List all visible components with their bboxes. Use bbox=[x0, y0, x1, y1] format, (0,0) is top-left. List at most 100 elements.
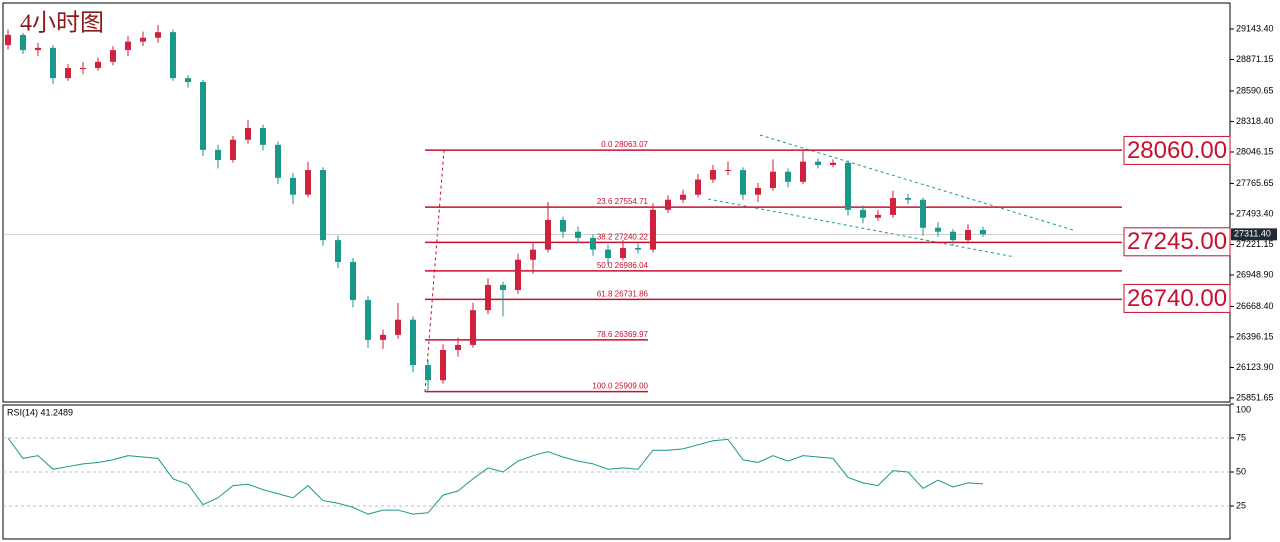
candle-body bbox=[140, 37, 146, 42]
last-price-label: 27311.40 bbox=[1234, 229, 1271, 239]
candle-body bbox=[320, 170, 326, 241]
candle-body bbox=[470, 310, 476, 345]
y-tick-label: 29143.40 bbox=[1236, 23, 1274, 33]
fib-label: 38.2 27240.22 bbox=[597, 232, 649, 241]
rsi-title: RSI(14) 41.2489 bbox=[7, 407, 73, 417]
candle-body bbox=[80, 68, 86, 70]
candle-body bbox=[455, 344, 461, 350]
price-box bbox=[1123, 135, 1231, 165]
candle-body bbox=[305, 170, 311, 195]
candle-body bbox=[275, 144, 281, 178]
candle-body bbox=[860, 209, 866, 218]
candle-body bbox=[410, 319, 416, 366]
y-tick-label: 28590.65 bbox=[1236, 85, 1274, 95]
candle-body bbox=[695, 179, 701, 195]
candle-body bbox=[545, 219, 551, 250]
candle-body bbox=[725, 170, 731, 172]
y-tick-label: 75 bbox=[1236, 432, 1246, 442]
candle-body bbox=[890, 198, 896, 215]
candle-body bbox=[830, 162, 836, 165]
candle-body bbox=[515, 259, 521, 291]
rsi-line bbox=[7, 437, 984, 515]
candle-body bbox=[875, 214, 881, 218]
y-tick-label: 27221.15 bbox=[1236, 239, 1274, 249]
fib-label: 23.6 27554.71 bbox=[597, 197, 649, 206]
y-tick-label: 26668.40 bbox=[1236, 301, 1274, 311]
price-box bbox=[1123, 227, 1231, 257]
y-tick-label: 100 bbox=[1236, 404, 1251, 414]
y-tick-label: 50 bbox=[1236, 466, 1246, 476]
last-price-box bbox=[1231, 228, 1277, 241]
candle-body bbox=[755, 187, 761, 195]
candle-body bbox=[290, 177, 296, 195]
fib-label: 78.6 26369.97 bbox=[597, 330, 649, 339]
candle-body bbox=[740, 170, 746, 195]
candle-body bbox=[710, 170, 716, 180]
candle-body bbox=[350, 261, 356, 301]
candle-body bbox=[230, 139, 236, 160]
trend-line bbox=[707, 198, 1016, 258]
y-tick-label: 25851.65 bbox=[1236, 392, 1274, 402]
candle-body bbox=[650, 209, 656, 250]
candle-body bbox=[155, 32, 161, 38]
candle-body bbox=[95, 61, 101, 69]
candle-body bbox=[170, 32, 176, 79]
fib-label: 50.0 26986.04 bbox=[597, 261, 649, 270]
candle-body bbox=[620, 247, 626, 259]
fib-label: 100.0 25909.00 bbox=[592, 382, 648, 391]
candle-body bbox=[605, 249, 611, 259]
candle-body bbox=[425, 365, 431, 381]
price-box bbox=[1123, 283, 1231, 313]
marks: 29143.40 28871.15 28590.65 28318.40 28046.15… bbox=[3, 23, 1277, 515]
candle-body bbox=[65, 68, 71, 79]
candle-body bbox=[215, 149, 221, 160]
y-tick-label: 25 bbox=[1236, 500, 1246, 510]
price-box-label: 27245.00 bbox=[1127, 228, 1227, 255]
candle-body bbox=[440, 349, 446, 381]
candle-body bbox=[485, 284, 491, 311]
candle-body bbox=[500, 284, 506, 291]
candle-body bbox=[950, 231, 956, 241]
candle-body bbox=[260, 128, 266, 145]
price-box-label: 26740.00 bbox=[1127, 285, 1227, 312]
candle-body bbox=[815, 161, 821, 165]
candle-body bbox=[5, 34, 11, 46]
candle-body bbox=[50, 47, 56, 79]
y-tick-label: 26123.90 bbox=[1236, 362, 1274, 372]
candle-body bbox=[845, 162, 851, 210]
main-frame bbox=[2, 2, 1231, 403]
y-tick-label: 28318.40 bbox=[1236, 116, 1274, 126]
y-tick-label: 26948.90 bbox=[1236, 269, 1274, 279]
candle-body bbox=[920, 199, 926, 228]
trend-line bbox=[759, 134, 1074, 231]
candle-body bbox=[125, 41, 131, 51]
fib-label: 0.0 28063.07 bbox=[601, 140, 648, 149]
fib-label: 61.8 26731.86 bbox=[597, 289, 649, 298]
candle-body bbox=[560, 219, 566, 232]
y-tick-label: 28871.15 bbox=[1236, 54, 1274, 64]
candle-body bbox=[965, 230, 971, 241]
candle-body bbox=[380, 334, 386, 340]
candle-body bbox=[665, 199, 671, 210]
candle-body bbox=[800, 161, 806, 182]
candle-body bbox=[185, 78, 191, 83]
candle-body bbox=[635, 247, 641, 250]
candle-body bbox=[20, 34, 26, 51]
candle-body bbox=[335, 240, 341, 262]
y-tick-label: 28046.15 bbox=[1236, 146, 1274, 156]
candle-body bbox=[35, 47, 41, 51]
price-box-label: 28060.00 bbox=[1127, 137, 1227, 164]
y-tick-label: 27493.40 bbox=[1236, 208, 1274, 218]
chart-title: 4小时图 bbox=[20, 10, 104, 37]
candle-body bbox=[785, 171, 791, 182]
candle-body bbox=[590, 237, 596, 250]
candle-body bbox=[365, 300, 371, 340]
y-tick-label: 27765.65 bbox=[1236, 178, 1274, 188]
candle-body bbox=[935, 227, 941, 232]
candle-body bbox=[770, 171, 776, 188]
candle-body bbox=[905, 198, 911, 200]
candle-body bbox=[110, 50, 116, 62]
candle-body bbox=[200, 82, 206, 150]
candle-body bbox=[980, 230, 986, 235]
